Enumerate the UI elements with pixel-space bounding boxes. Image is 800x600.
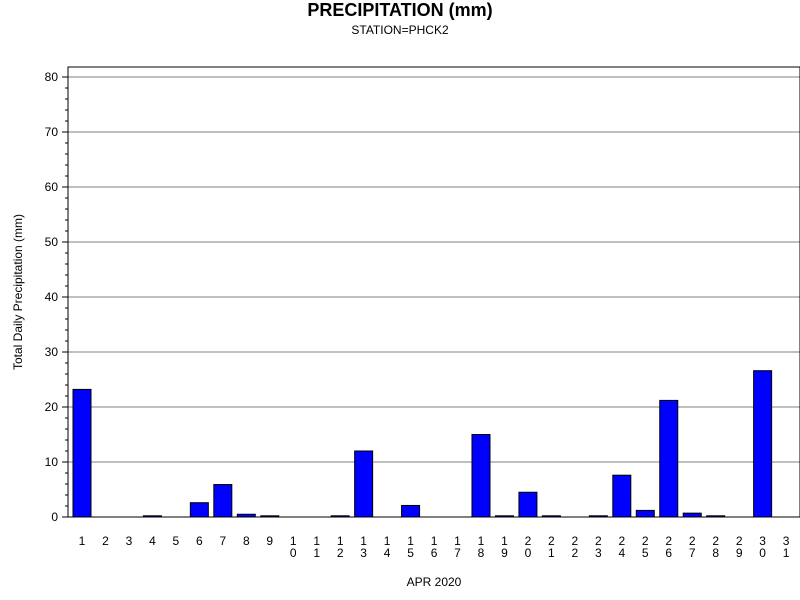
- y-tick-label: 10: [45, 455, 59, 469]
- bar: [213, 484, 233, 518]
- x-tick-label: 4: [149, 534, 156, 548]
- x-tick-label: 6: [196, 534, 203, 548]
- x-tick-label: 2: [102, 534, 109, 548]
- y-tick-label: 40: [45, 290, 59, 304]
- bar: [682, 512, 702, 518]
- x-tick-label: 5: [173, 534, 180, 548]
- bar: [72, 388, 92, 518]
- x-tick-label: 1: [79, 534, 86, 548]
- y-axis-title: Total Daily Precipitation (mm): [11, 214, 25, 370]
- chart-subtitle: STATION=PHCK2: [351, 23, 449, 37]
- x-tick-label: 7: [219, 534, 226, 548]
- y-tick-label: 0: [51, 510, 58, 524]
- y-tick-label: 60: [45, 180, 59, 194]
- bar: [401, 504, 421, 518]
- bar: [518, 491, 538, 518]
- plot-frame: [67, 66, 800, 518]
- bar: [753, 370, 773, 518]
- grid-lines: [68, 76, 800, 463]
- x-tick-label: 3: [126, 534, 133, 548]
- y-tick-label: 30: [45, 345, 59, 359]
- bar: [189, 502, 209, 518]
- x-axis: 1 2 3 4 5 6 7 8 9 1 01 11 21 31 41 51 61 71 81 92 02 12 22 32 42…: [79, 534, 790, 560]
- bar: [659, 399, 679, 518]
- bar: [471, 434, 491, 518]
- y-tick-label: 80: [45, 70, 59, 84]
- bar: [612, 474, 632, 518]
- y-tick-label: 70: [45, 125, 59, 139]
- bar: [635, 509, 655, 518]
- bar: [354, 450, 374, 518]
- x-tick-label: 8: [243, 534, 250, 548]
- chart-title: PRECIPITATION (mm): [307, 0, 493, 20]
- y-tick-label: 50: [45, 235, 59, 249]
- bar-series: [72, 370, 773, 518]
- x-tick-label: 9: [266, 534, 273, 548]
- y-tick-label: 20: [45, 400, 59, 414]
- x-axis-title: APR 2020: [407, 575, 462, 589]
- y-axis: 0 10 20 30 40 50 60 70 80: [45, 70, 68, 524]
